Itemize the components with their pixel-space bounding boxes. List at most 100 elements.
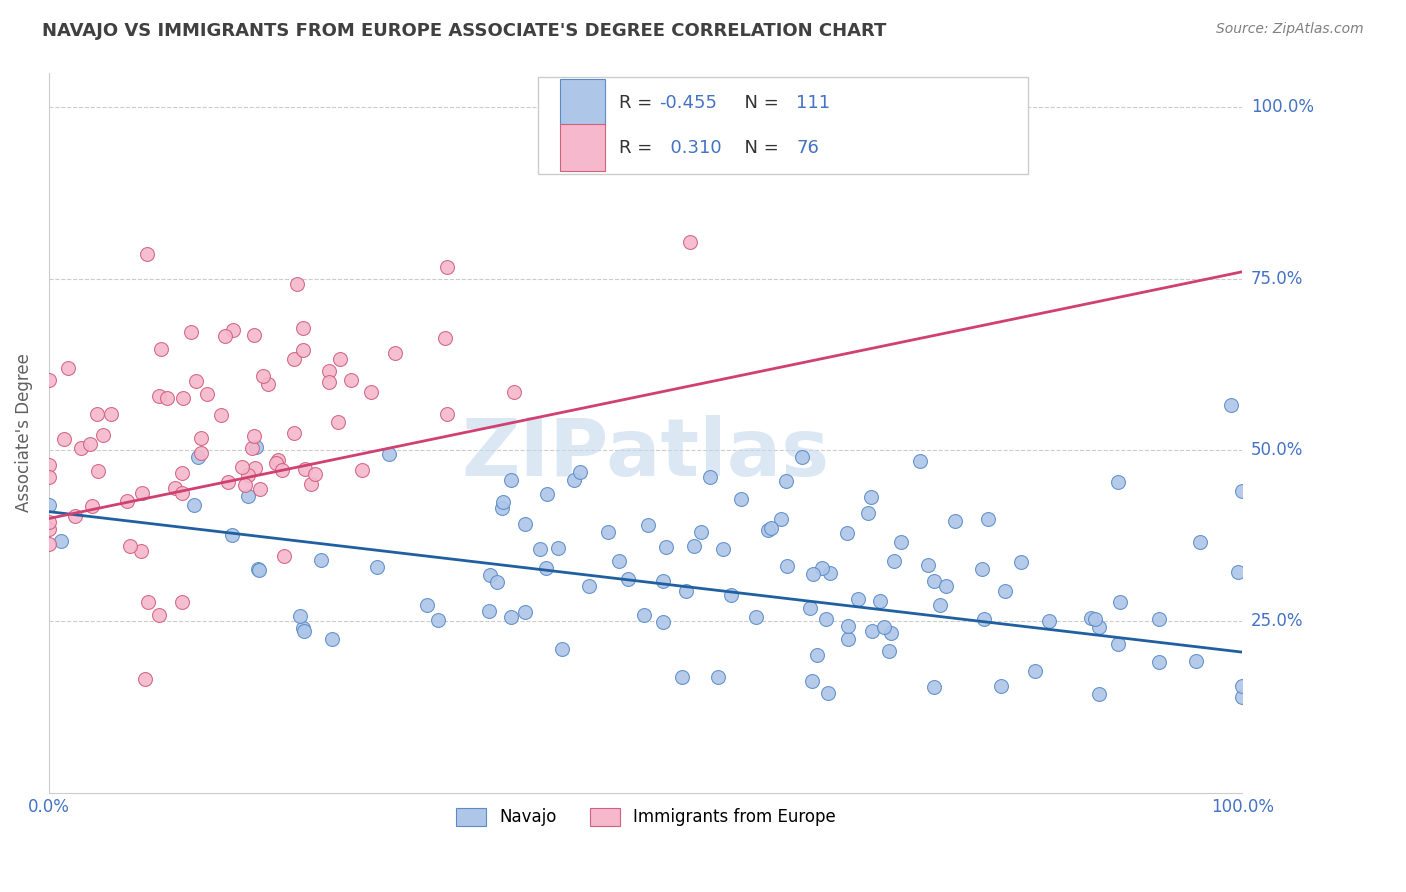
Point (1232, 484, 1254, 499)
Point (38, 515, 60, 529)
Point (690, 525, 713, 540)
Point (190, 431, 212, 445)
Point (536, 487, 558, 501)
Point (977, 512, 1000, 526)
Point (513, 516, 536, 531)
Point (745, 610, 768, 624)
FancyBboxPatch shape (560, 124, 605, 171)
Legend: Navajo, Immigrants from Europe: Navajo, Immigrants from Europe (447, 799, 844, 835)
Point (491, 501, 513, 516)
Point (436, 407, 458, 421)
Point (91, 427, 114, 442)
FancyBboxPatch shape (560, 79, 605, 126)
Point (1109, 595, 1132, 609)
Point (1088, 687, 1111, 701)
Point (69, 441, 91, 455)
Point (149, 343, 172, 357)
Point (245, 461, 267, 475)
Point (299, 476, 322, 491)
Text: R =: R = (620, 138, 658, 156)
Point (366, 560, 388, 574)
Point (246, 562, 269, 576)
Text: 50.0%: 50.0% (1251, 441, 1303, 459)
Point (86, 407, 108, 421)
Point (1080, 611, 1102, 625)
Point (433, 331, 456, 345)
Point (513, 605, 536, 619)
Text: N =: N = (733, 138, 785, 156)
Point (318, 375, 340, 389)
Point (436, 260, 458, 274)
Point (578, 578, 600, 592)
Point (309, 552, 332, 566)
Point (273, 549, 295, 564)
Point (928, 598, 950, 612)
Text: 76: 76 (796, 138, 818, 156)
Point (637, 517, 659, 532)
Point (245, 440, 267, 454)
Point (240, 441, 263, 455)
Point (1219, 398, 1241, 412)
Point (1184, 654, 1206, 668)
Point (214, 328, 236, 343)
Point (799, 601, 821, 615)
Text: ZIPatlas: ZIPatlas (461, 416, 830, 493)
Point (633, 607, 655, 622)
Point (190, 446, 212, 460)
Point (38, 458, 60, 472)
Point (100, 407, 122, 421)
Point (242, 328, 264, 343)
Point (291, 343, 314, 358)
Point (304, 467, 326, 481)
Point (818, 566, 841, 581)
Point (569, 465, 592, 479)
Text: 75.0%: 75.0% (1251, 269, 1303, 287)
Point (499, 473, 522, 487)
Point (837, 619, 859, 633)
Point (486, 574, 509, 589)
Point (231, 459, 253, 474)
Point (879, 626, 901, 640)
Point (1088, 620, 1111, 634)
Point (814, 612, 837, 626)
Point (291, 320, 314, 334)
Point (1024, 664, 1046, 678)
Point (547, 541, 569, 556)
Point (247, 563, 270, 577)
Point (790, 450, 813, 465)
Point (860, 624, 883, 638)
Point (675, 583, 697, 598)
Point (288, 609, 311, 624)
Point (183, 499, 205, 513)
Point (170, 466, 193, 480)
Point (730, 492, 752, 507)
Point (652, 615, 675, 629)
Point (759, 520, 782, 534)
Point (38, 373, 60, 387)
Point (135, 247, 157, 261)
Point (266, 453, 288, 467)
Point (917, 558, 939, 572)
Point (810, 561, 832, 575)
Point (679, 235, 702, 250)
Point (38, 522, 60, 536)
Point (935, 579, 957, 593)
Point (994, 584, 1017, 599)
Point (195, 386, 218, 401)
Point (873, 620, 896, 634)
Point (1084, 612, 1107, 626)
Point (52, 433, 75, 447)
Point (835, 526, 858, 541)
Point (970, 562, 993, 576)
Point (49, 534, 72, 549)
Point (378, 446, 401, 460)
Point (801, 566, 824, 581)
Point (478, 604, 501, 618)
Point (172, 391, 194, 405)
Point (1038, 615, 1060, 629)
Point (1010, 556, 1032, 570)
Point (699, 470, 721, 484)
Point (118, 539, 141, 553)
Point (1147, 655, 1170, 669)
Text: 0.310: 0.310 (659, 138, 721, 156)
